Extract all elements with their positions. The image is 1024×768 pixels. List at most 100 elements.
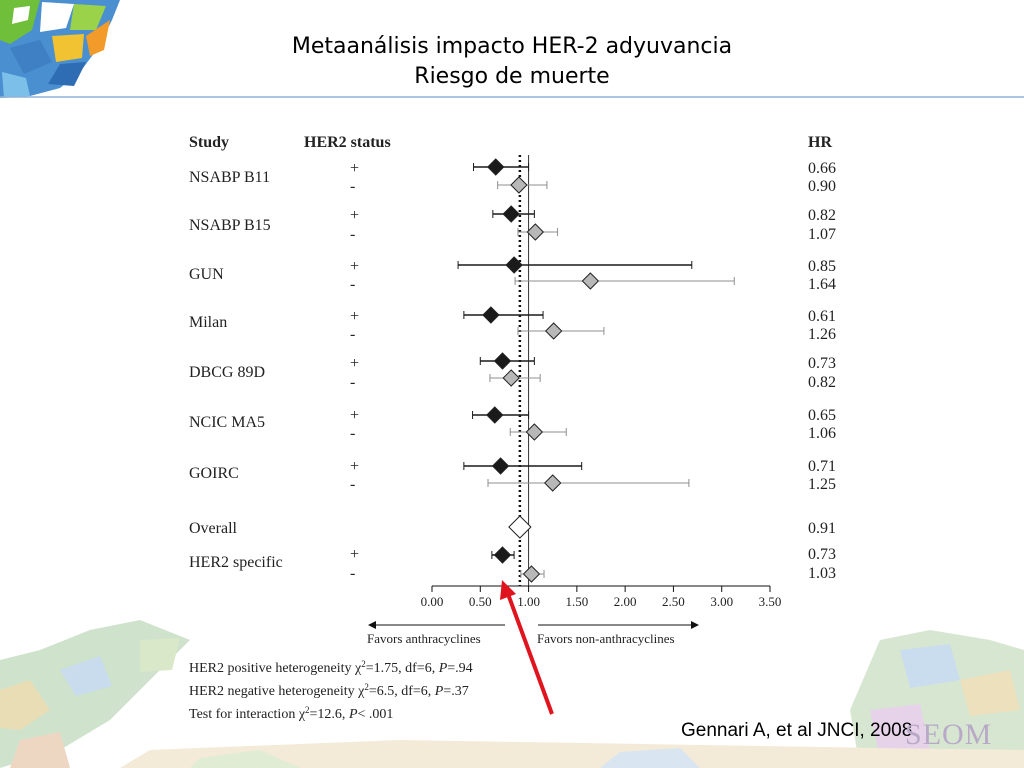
heterogeneity-footnote: Test for interaction χ2=12.6, P< .001 — [189, 705, 393, 722]
her2-status-label: - — [350, 226, 355, 243]
hr-value-label: 0.91 — [808, 520, 836, 537]
study-label: DBCG 89D — [189, 364, 265, 381]
hazard-ratio-marker — [522, 565, 541, 583]
hazard-ratio-marker — [526, 223, 545, 241]
header-her2-status: HER2 status — [304, 134, 391, 151]
her2-status-label: + — [350, 308, 359, 325]
hazard-ratio-marker — [544, 474, 562, 492]
callout-arrow — [506, 593, 554, 715]
favors-right-arrowhead — [691, 621, 699, 629]
hazard-ratio-marker — [510, 176, 528, 194]
footnote-chi: χ — [354, 661, 362, 676]
her2-status-label: + — [350, 458, 359, 475]
hazard-ratio-marker — [487, 158, 505, 176]
header-hr: HR — [808, 134, 832, 151]
hazard-ratio-marker — [505, 256, 523, 274]
hr-value-label: 1.25 — [808, 476, 836, 493]
footnote-post: =12.6, — [310, 707, 349, 722]
her2-status-label: + — [350, 355, 359, 372]
x-tick-label: 3.50 — [759, 594, 782, 609]
hr-value-label: 0.61 — [808, 308, 836, 325]
hr-value-label: 1.07 — [808, 226, 836, 243]
x-tick-label: 3.00 — [710, 594, 733, 609]
hr-value-label: 1.26 — [808, 326, 836, 343]
study-label: HER2 specific — [189, 554, 283, 571]
hr-value-label: 0.82 — [808, 207, 836, 224]
x-tick-label: 0.50 — [469, 594, 492, 609]
x-tick-label: 1.00 — [517, 594, 540, 609]
her2-status-label: - — [350, 565, 355, 582]
callout-arrow-head — [500, 580, 516, 600]
footnote-p: P — [434, 684, 444, 699]
hr-value-label: 0.71 — [808, 458, 836, 475]
her2-status-label: - — [350, 326, 355, 343]
mosaic-decoration-top — [0, 0, 1024, 98]
hr-value-label: 1.06 — [808, 425, 836, 442]
hazard-ratio-marker — [491, 457, 510, 475]
heterogeneity-footnote: HER2 negative heterogeneity χ2=6.5, df=6… — [189, 682, 469, 699]
footnote-post: =6.5, df=6, — [369, 684, 435, 699]
footnote-tail: =.94 — [447, 661, 472, 676]
hr-value-label: 0.66 — [808, 160, 836, 177]
x-tick-label: 2.00 — [614, 594, 637, 609]
mosaic-decoration-bottom — [0, 620, 1024, 768]
hr-value-label: 0.90 — [808, 178, 836, 195]
study-label: GOIRC — [189, 465, 239, 482]
footnote-p: P — [438, 661, 448, 676]
hr-value-label: 0.73 — [808, 546, 836, 563]
favors-right-label: Favors non-anthracyclines — [537, 631, 675, 646]
her2-status-label: + — [350, 160, 359, 177]
overall-estimate-marker — [508, 515, 532, 539]
her2-status-label: + — [350, 207, 359, 224]
study-label: NSABP B11 — [189, 169, 270, 186]
hr-value-label: 0.65 — [808, 407, 836, 424]
favors-left-label: Favors anthracyclines — [367, 631, 481, 646]
footnote-pre: Test for interaction — [189, 707, 299, 722]
footnote-tail: =.37 — [443, 684, 468, 699]
x-tick-label: 2.50 — [662, 594, 685, 609]
her2-status-label: + — [350, 258, 359, 275]
footnote-pre: HER2 positive heterogeneity — [189, 661, 355, 676]
citation: Gennari A, et al JNCI, 2008 — [681, 720, 913, 741]
her2-status-label: - — [350, 425, 355, 442]
study-label: Milan — [189, 314, 227, 331]
study-label: GUN — [189, 266, 224, 283]
her2-status-label: - — [350, 476, 355, 493]
hr-value-label: 0.82 — [808, 374, 836, 391]
x-tick-label: 1.50 — [565, 594, 588, 609]
hazard-ratio-marker — [502, 369, 520, 387]
favors-left-arrowhead — [368, 621, 376, 629]
header-study: Study — [189, 134, 229, 151]
study-label: NCIC MA5 — [189, 414, 265, 431]
footnote-sup: 2 — [364, 682, 369, 692]
hr-value-label: 0.73 — [808, 355, 836, 372]
footnote-tail: < .001 — [358, 707, 394, 722]
her2-status-label: - — [350, 374, 355, 391]
footnote-chi: χ — [357, 684, 365, 699]
seom-logo: SEOM — [905, 718, 993, 751]
x-tick-label: 0.00 — [421, 594, 444, 609]
hazard-ratio-marker — [493, 546, 512, 564]
footnote-sup: 2 — [361, 659, 366, 669]
hr-value-label: 0.85 — [808, 258, 836, 275]
slide-title-line-1: Metaanálisis impacto HER-2 adyuvancia — [291, 34, 733, 59]
slide-title-line-2: Riesgo de muerte — [414, 64, 610, 89]
hr-value-label: 1.03 — [808, 565, 836, 582]
hazard-ratio-marker — [544, 322, 563, 340]
footnote-chi: χ — [298, 707, 306, 722]
hazard-ratio-marker — [525, 423, 544, 441]
footnote-sup: 2 — [305, 705, 310, 715]
hazard-ratio-marker — [581, 272, 600, 290]
footnote-post: =1.75, df=6, — [366, 661, 439, 676]
hr-value-label: 1.64 — [808, 276, 836, 293]
heterogeneity-footnote: HER2 positive heterogeneity χ2=1.75, df=… — [189, 659, 473, 676]
study-label: NSABP B15 — [189, 217, 271, 234]
footnote-pre: HER2 negative heterogeneity — [189, 684, 358, 699]
her2-status-label: - — [350, 178, 355, 195]
her2-status-label: + — [350, 546, 359, 563]
hazard-ratio-marker — [502, 205, 520, 223]
hazard-ratio-marker — [486, 406, 504, 424]
her2-status-label: + — [350, 407, 359, 424]
footnote-p: P — [348, 707, 358, 722]
